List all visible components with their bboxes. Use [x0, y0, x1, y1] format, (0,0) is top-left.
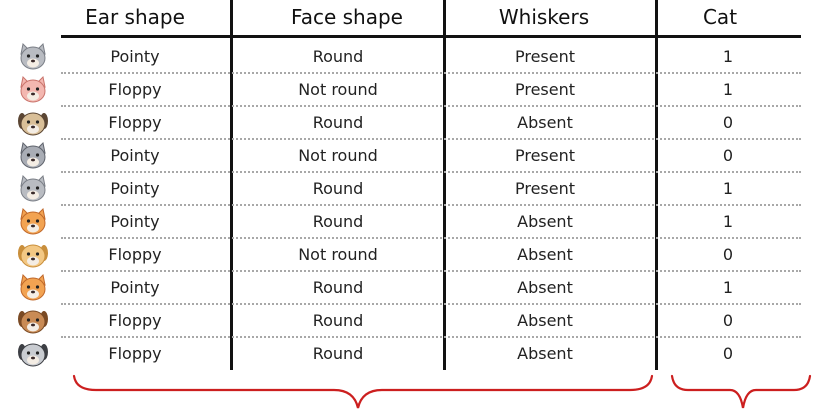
gray-cat-icon [16, 42, 50, 72]
cat-label-cell: 0 [722, 113, 734, 132]
header-whiskers: Whiskers [498, 5, 590, 29]
face-shape-cell: Not round [298, 80, 378, 99]
cat-label-cell: 1 [722, 278, 734, 297]
whiskers-cell: Present [514, 179, 576, 198]
ear-shape-cell: Pointy [110, 278, 160, 297]
ear-shape-cell: Floppy [108, 344, 162, 363]
features-brace [72, 374, 654, 409]
cat-label-cell: 0 [722, 146, 734, 165]
row-separator [61, 171, 801, 173]
face-shape-cell: Round [312, 311, 364, 330]
pink-cat-icon [16, 75, 50, 105]
cat-label-cell: 1 [722, 212, 734, 231]
whiskers-cell: Present [514, 47, 576, 66]
column-divider [443, 0, 446, 370]
row-separator [61, 270, 801, 272]
cat-label-cell: 0 [722, 311, 734, 330]
row-separator [61, 72, 801, 74]
ear-shape-cell: Floppy [108, 113, 162, 132]
gray-cat-icon [16, 174, 50, 204]
face-shape-cell: Not round [298, 245, 378, 264]
whiskers-cell: Absent [517, 278, 573, 297]
face-shape-cell: Round [312, 344, 364, 363]
cat-label-cell: 0 [722, 344, 734, 363]
cat-label-cell: 1 [722, 179, 734, 198]
whiskers-cell: Absent [517, 212, 573, 231]
whiskers-cell: Present [514, 80, 576, 99]
header-face-shape: Face shape [291, 5, 403, 29]
label-brace [670, 374, 812, 409]
husky-dog-icon [16, 141, 50, 171]
whiskers-cell: Present [514, 146, 576, 165]
face-shape-cell: Round [312, 179, 364, 198]
ear-shape-cell: Pointy [110, 179, 160, 198]
face-shape-cell: Not round [298, 146, 378, 165]
row-separator [61, 237, 801, 239]
brown-dog-icon [16, 306, 50, 336]
cat-label-cell: 1 [722, 80, 734, 99]
face-shape-cell: Round [312, 212, 364, 231]
row-separator [61, 204, 801, 206]
column-divider [230, 0, 233, 370]
cat-label-cell: 1 [722, 47, 734, 66]
row-separator [61, 105, 801, 107]
header-ear-shape: Ear shape [85, 5, 185, 29]
header-cat: Cat [702, 5, 738, 29]
ear-shape-cell: Pointy [110, 146, 160, 165]
whiskers-cell: Absent [517, 245, 573, 264]
ear-shape-cell: Floppy [108, 80, 162, 99]
ear-shape-cell: Floppy [108, 245, 162, 264]
header-rule [61, 35, 801, 38]
ear-shape-cell: Pointy [110, 47, 160, 66]
cat-label-cell: 0 [722, 245, 734, 264]
face-shape-cell: Round [312, 113, 364, 132]
ear-shape-cell: Pointy [110, 212, 160, 231]
face-shape-cell: Round [312, 47, 364, 66]
row-separator [61, 138, 801, 140]
orange-cat-icon [16, 273, 50, 303]
whiskers-cell: Absent [517, 113, 573, 132]
orange-cat-icon [16, 207, 50, 237]
face-shape-cell: Round [312, 278, 364, 297]
ear-shape-cell: Floppy [108, 311, 162, 330]
whiskers-cell: Absent [517, 311, 573, 330]
gray-dog-icon [16, 339, 50, 369]
pug-dog-icon [16, 108, 50, 138]
row-separator [61, 303, 801, 305]
row-separator [61, 336, 801, 338]
whiskers-cell: Absent [517, 344, 573, 363]
column-divider [655, 0, 658, 370]
golden-dog-icon [16, 240, 50, 270]
